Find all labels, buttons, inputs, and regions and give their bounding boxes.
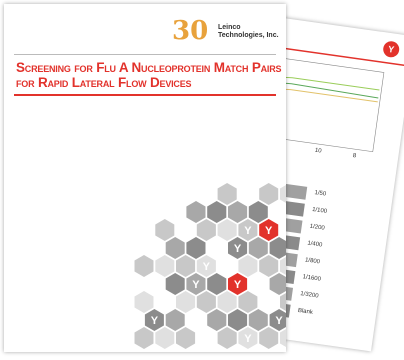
hexagon [259,327,279,349]
hexagon [259,255,279,277]
hexagon [196,291,216,313]
hexagon [269,309,286,331]
hexagon [238,291,258,313]
hexagon [134,291,154,313]
logo-company: Leinco Technologies, Inc. [218,24,279,39]
hex-icon: Y [234,243,242,255]
badge [383,41,400,58]
hexagon [186,237,206,259]
hexagon [269,273,286,295]
hexagon [280,257,286,275]
title: Screening for Flu A Nucleoprotein Match … [16,60,282,90]
hex-icon: Y [203,261,211,273]
front-page: 30 Leinco Technologies, Inc. Screening f… [4,4,286,352]
hexagon [228,201,248,223]
hex-icon: Y [192,279,200,291]
hexagon [228,273,248,295]
hexagon [207,273,227,295]
hexagon [207,201,227,223]
hexagon [207,309,227,331]
rule [14,94,276,96]
hexagon [176,291,196,313]
axis-tick: 8 [352,152,357,160]
hexagon [248,309,268,331]
hexagon [144,309,164,331]
hex-icon: Y [244,333,252,345]
hexagon [248,237,268,259]
hexagon [176,255,196,277]
hexagon [186,273,206,295]
hexagon [217,291,237,313]
hexagon [134,255,154,277]
hex-icon: Y [265,225,273,237]
hexagon [155,255,175,277]
hexagon [186,201,206,223]
hexagon [165,273,185,295]
hexagon [228,309,248,331]
hexagon [165,237,185,259]
badge-icon: Y [388,44,395,55]
hexagon [248,201,268,223]
hexagon [238,327,258,349]
rule [14,54,276,55]
hexagon [259,219,279,241]
hexagon [196,219,216,241]
hexagon [217,327,237,349]
axis-tick: 10 [314,147,322,155]
hexagon [217,219,237,241]
hexagon [176,327,196,349]
hexagon [280,293,286,311]
hexagon [134,327,154,349]
hexagon [155,219,175,241]
hex-icon: Y [275,315,283,327]
hexagon [269,237,286,259]
hexagon [238,255,258,277]
hexagon [280,329,286,347]
hex-icon: Y [234,279,242,291]
hexagon [217,183,237,205]
hexagon [280,185,286,203]
logo-number: 30 [172,16,209,46]
hexagon [155,327,175,349]
hexagon [238,219,258,241]
hex-icon: Y [244,225,252,237]
hexagon [165,309,185,331]
hexagon [259,183,279,205]
hex-pattern: YYYYYYYYYYY [134,183,286,349]
hexagon [196,255,216,277]
hex-icon: Y [151,315,159,327]
hexagon [228,237,248,259]
